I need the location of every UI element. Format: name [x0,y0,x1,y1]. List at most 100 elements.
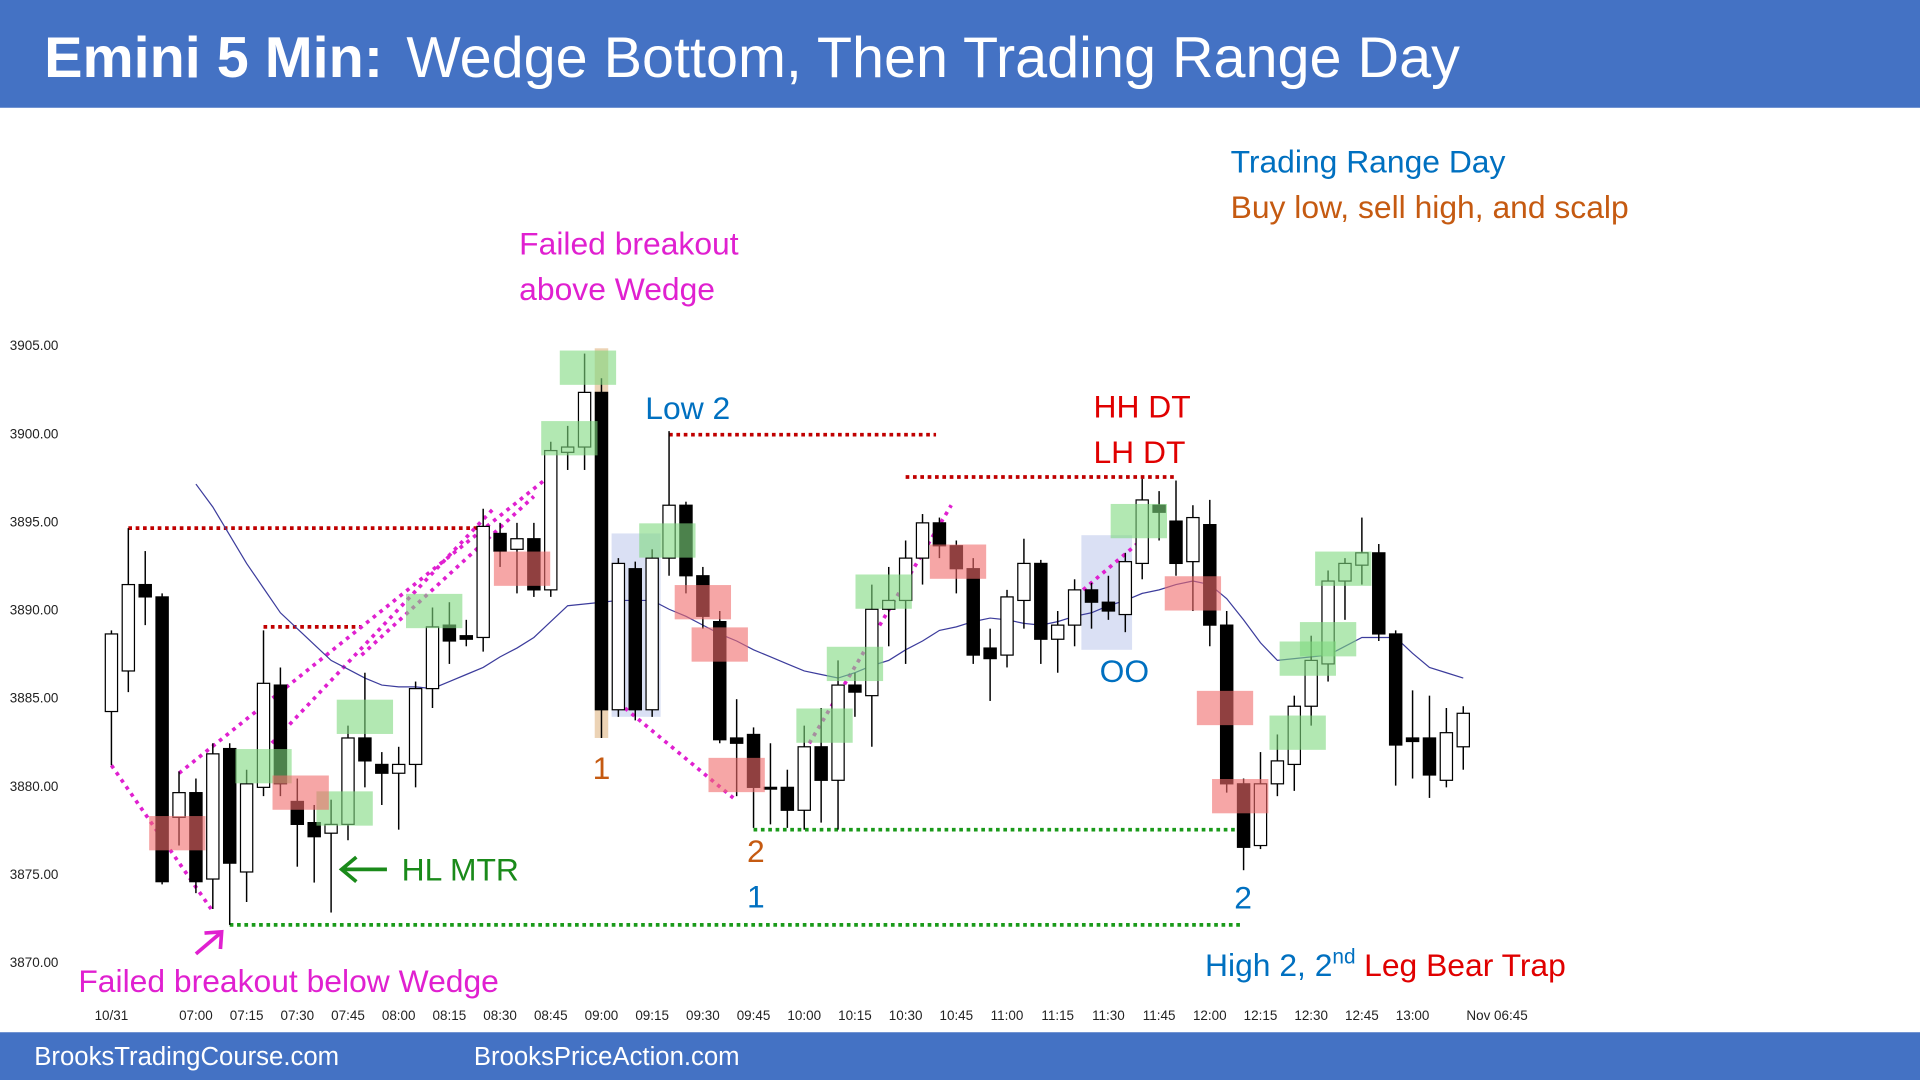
candle-body [915,522,930,559]
signal-box [1110,503,1167,539]
candle-body [324,823,338,834]
signal-box [559,350,617,385]
signal-box [406,593,463,629]
candle-body [476,525,490,639]
candle-body [645,557,659,711]
x-tick-label: 10:15 [838,1008,872,1023]
candle-body [763,786,778,790]
x-tick-label: 09:30 [686,1008,720,1023]
candle-body [1084,589,1099,603]
y-tick-label: 3875.00 [10,867,59,882]
x-tick-label: 08:30 [483,1008,517,1023]
candle-body [797,746,811,811]
annotation: Low 2 [645,390,730,426]
x-tick-label: 08:45 [534,1008,568,1023]
candles-layer [104,353,1470,925]
y-tick-label: 3905.00 [10,338,59,353]
signal-box [855,574,912,609]
candle-body [1050,624,1065,640]
annotation-part: High 2, 2 [1205,947,1332,983]
y-tick-label: 3895.00 [10,514,59,529]
candle-body [358,737,372,762]
x-tick-label: 11:00 [991,1008,1024,1023]
x-tick-label: 11:45 [1143,1008,1176,1023]
x-tick-label: 11:15 [1041,1008,1074,1023]
candle-body [1388,633,1403,746]
footer-bar [0,1032,1920,1080]
x-tick-label: 10:00 [787,1008,821,1023]
trend-line [807,504,953,745]
annotation: 1 [593,750,611,786]
arrow-failed-breakout [194,929,224,956]
trend-line [177,479,546,775]
x-tick-label: 12:45 [1345,1008,1379,1023]
trend-line [258,507,495,757]
candle-body [1405,737,1420,743]
candle-body [222,747,237,864]
candle-body [425,626,440,690]
annotation: HL MTR [402,851,519,887]
candle-body [138,583,152,598]
candle-body [307,821,321,838]
annotation-part: Leg Bear Trap [1364,947,1566,983]
candle-body [780,786,795,811]
signal-box [674,585,732,620]
header-title: Emini 5 Min: Wedge Bottom, Then Trading … [44,26,1460,90]
candle-body [375,763,389,774]
candle-body [1439,732,1454,781]
annotation: High 2, 2nd Leg Bear Trap [1161,946,1593,983]
x-tick-label: 10:30 [889,1008,923,1023]
candle-body [1422,737,1437,776]
candle-body [1034,562,1048,640]
candle-body [172,792,186,818]
candle-body [493,532,507,552]
x-tick-label: 12:00 [1193,1008,1227,1023]
candle-body [1000,596,1014,656]
annotation: 2 [1234,880,1252,916]
candle-body [814,746,828,781]
signal-box [336,699,394,734]
signal-box [541,421,598,456]
x-tick-label: 07:30 [280,1008,314,1023]
candle-body [1372,552,1386,635]
footer-link: BrooksTradingCourse.com [34,1043,339,1071]
x-tick-label: 11:30 [1092,1008,1125,1023]
signal-box [1315,551,1372,586]
annotation: Failed breakout below Wedge [78,963,499,999]
signal-box [929,544,987,579]
x-tick-label: 09:15 [635,1008,669,1023]
x-tick-label: 12:15 [1244,1008,1278,1023]
y-tick-label: 3870.00 [10,955,59,970]
x-tick-label: 12:30 [1294,1008,1328,1023]
y-tick-label: 3885.00 [10,691,59,706]
candle-body [1186,516,1200,563]
annotation: OO [1100,653,1150,689]
annotation: LH DT [1093,434,1185,470]
x-tick-label: 13:00 [1396,1008,1430,1023]
candle-body [1456,712,1470,748]
signal-box [493,551,551,586]
x-tick-label: 08:00 [382,1008,416,1023]
candle-body [408,687,423,766]
signal-box [639,523,696,558]
candle-body [1101,601,1116,612]
y-tick-label: 3890.00 [10,603,59,618]
annotation: Failed breakout [519,226,739,262]
candle-body [848,684,862,693]
signal-box [691,627,748,662]
annotation: above Wedge [519,271,715,307]
candle-body [510,538,524,550]
candle-body [611,562,626,711]
candle-body [1118,561,1133,616]
signal-box [149,816,206,851]
candle-body [966,568,980,656]
signal-box [708,757,765,793]
x-tick-label: 10/31 [95,1008,129,1023]
annotation: 1 [747,878,765,914]
candle-body [932,522,947,547]
candle-body [1169,520,1183,565]
candle-body [1017,562,1031,602]
